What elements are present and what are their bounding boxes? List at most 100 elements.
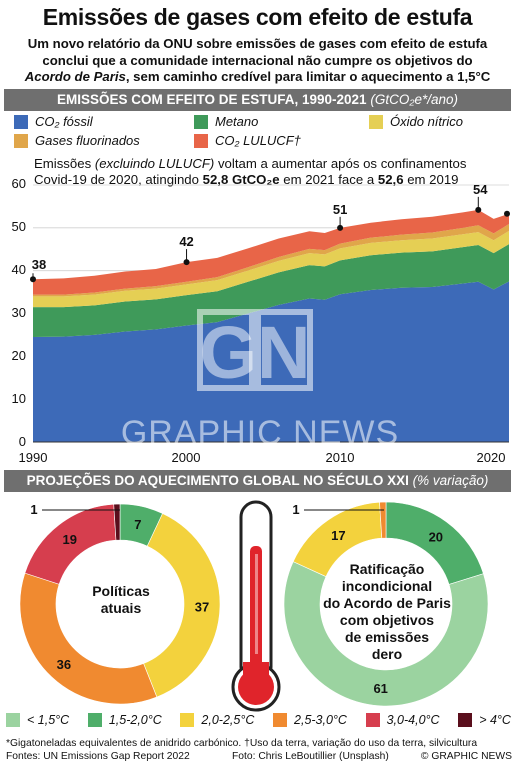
legend-label: Gases fluorinados [35,133,140,148]
legend-label: 2,5-3,0°C [294,713,347,727]
donut2-center-label: Ratificação incondicional do Acordo de P… [312,561,462,663]
data-point-marker [183,259,190,266]
legend-item: 1,5-2,0°C [87,713,162,727]
data-point-label: 42 [179,234,193,249]
legend-swatch [180,713,195,727]
x-tick-label: 2020 [476,450,506,465]
donut-slice [283,561,489,707]
legend-swatch [14,133,28,148]
donut-slice-label: 37 [195,600,209,615]
legend-swatch [273,713,288,727]
y-tick-label: 60 [11,176,26,191]
y-tick-label: 10 [11,391,26,406]
legend-label: < 1,5°C [27,713,70,727]
donut-slice-label: 17 [331,528,345,543]
donut-label-line: com objetivos [339,612,435,628]
page-title: Emissões de gases com efeito de estufa [42,4,473,30]
legend-item: Óxido nítrico [369,114,463,129]
y-tick-label: 50 [11,219,26,234]
donut-slice-label: 20 [429,529,443,544]
data-point-marker [475,206,482,213]
watermark-logo: GN [197,309,313,394]
legend-item: CO₂ fóssil [14,114,194,129]
donut-slice-label: 19 [63,532,77,547]
section-label: EMISSÕES COM EFEITO DE ESTUFA, 1990-2021 [56,92,367,107]
section-unit: (GtCO₂e*/ano) [370,92,459,107]
area-series [33,223,509,297]
subtitle-line: Acordo de Paris, sem caminho credível pa… [10,69,505,86]
legend-item: Gases fluorinados [14,133,194,148]
annotation-text: em 2021 face a [279,172,378,187]
area-series [33,230,509,308]
donut-label-line: de emissões [344,629,430,645]
data-point-marker [30,276,36,283]
section-label: PROJEÇÕES DO AQUECIMENTO GLOBAL NO SÉCUL… [26,473,409,488]
legend-swatch [194,114,208,129]
legend-label: CO₂ LULUCF† [215,133,301,148]
donut-slice [19,572,158,705]
legend-item: > 4°C [458,713,511,727]
copyright: © GRAPHIC NEWS [420,751,512,762]
donut-label-line: dero [371,646,403,662]
subtitle-line: conclui que a comunidade internacional n… [42,52,473,68]
legend-swatch [369,114,383,129]
photo-credit: Foto: Chris LeBoutillier (Unsplash) [232,751,389,762]
annotation-text: 52,6 [377,172,404,187]
legend-label: Óxido nítrico [390,114,463,129]
donut-slice-label: 1 [292,502,299,517]
subtitle-rest: , sem caminho credível para limitar o aq… [125,69,491,84]
legend-swatch [365,713,380,727]
section-unit: (% variação) [412,473,489,488]
legend-swatch [458,713,473,727]
annotation-line: Covid-19 de 2020, atingindo 52,8 GtCO₂e … [34,172,504,188]
annotation-text: Emissões [34,156,95,171]
donut-slice [113,503,121,541]
legend-item: 2,5-3,0°C [273,713,347,727]
donut-label-line: Políticas [92,583,150,599]
legend-item: 3,0-4,0°C [365,713,440,727]
donut-label-line: Ratificação [349,561,425,577]
annotation-text: 52,8 GtCO₂e [202,172,280,187]
subtitle-line: Um novo relatório da ONU sobre emissões … [27,36,488,51]
donut-slice-label: 7 [134,517,141,532]
sources: Fontes: UN Emissions Gap Report 2022 [6,751,190,762]
thermometer-icon [231,500,281,712]
legend-top-row2: Gases fluorinados CO₂ LULUCF† [14,133,509,148]
y-tick-label: 40 [11,262,26,277]
x-tick-label: 2010 [325,450,355,465]
legend-swatch [194,133,208,148]
donut-label-line: incondicional [341,578,433,594]
section-header-projections: PROJEÇÕES DO AQUECIMENTO GLOBAL NO SÉCUL… [4,470,511,492]
donut-slice [143,513,221,698]
emissions-area-chart: GN 38 42 51 54 [30,182,510,443]
legend-top-row1: CO₂ fóssil Metano Óxido nítrico [14,114,509,129]
watermark-logo-text: GN [200,311,311,394]
footnote: *Gigatoneladas equivalentes de anidrido … [6,738,478,749]
legend-label: 2,0-2,5°C [201,713,255,727]
legend-label: > 4°C [479,713,511,727]
legend-label: 3,0-4,0°C [386,713,440,727]
donut-slice [379,501,387,539]
legend-label: CO₂ fóssil [35,114,93,129]
y-tick-label: 20 [11,348,26,363]
annotation-line: Emissões (excluindo LULUCF) voltam a aum… [34,156,504,172]
subtitle: Um novo relatório da ONU sobre emissões … [10,36,505,86]
data-point-label: 54 [473,182,488,197]
x-tick-label: 1990 [18,450,48,465]
legend-bottom: < 1,5°C 1,5-2,0°C 2,0-2,5°C 2,5-3,0°C 3,… [6,713,511,727]
donut1-center-label: Políticas atuais [66,583,176,617]
area-series [33,244,509,338]
legend-item: Metano [194,114,369,129]
area-series [33,209,509,295]
annotation-text: voltam a aumentar após os confinamentos [214,156,467,171]
subtitle-italic: Acordo de Paris [24,69,126,84]
data-point-label: 38 [32,257,46,272]
donut-label-line: do Acordo de Paris [323,595,451,611]
chart-annotation: Emissões (excluindo LULUCF) voltam a aum… [34,156,504,188]
data-point-marker [504,210,510,217]
legend-item: CO₂ LULUCF† [194,133,301,148]
y-tick-label: 30 [11,305,26,320]
annotation-text: Covid-19 de 2020, atingindo [34,172,203,187]
annotation-text: em 2019 [403,172,459,187]
watermark: GRAPHIC NEWS [120,414,400,452]
